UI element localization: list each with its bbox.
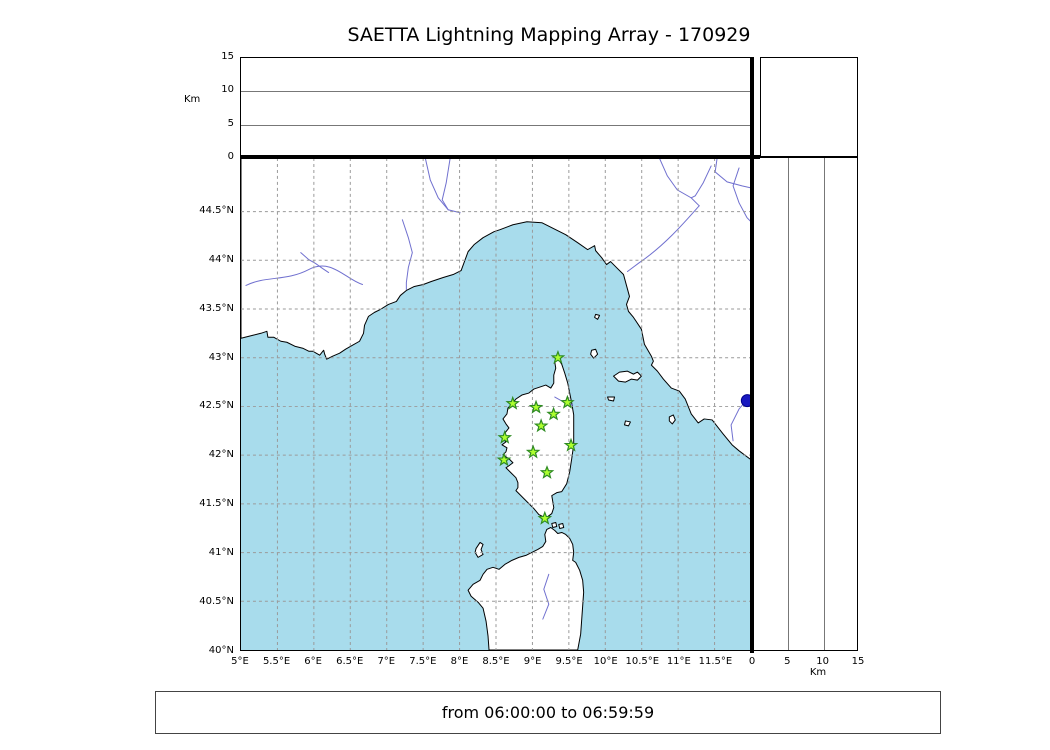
alt-gridline-right (788, 158, 790, 650)
river (424, 158, 461, 214)
lon-tick-label: 8°E (450, 656, 469, 667)
river (732, 167, 751, 223)
alt-gridline-top (241, 91, 751, 93)
altitude-longitude-panel (240, 57, 752, 157)
alt-tick-label-right: 5 (784, 656, 791, 667)
time-range-box: from 06:00:00 to 06:59:59 (155, 691, 941, 734)
detection-dot (740, 394, 751, 408)
station-marker (496, 452, 512, 467)
island-elba (613, 370, 642, 383)
alt-tick-label-top: 15 (221, 51, 234, 62)
lat-tick-label: 41.5°N (199, 498, 234, 510)
river (300, 252, 330, 274)
lat-tick-label: 40°N (208, 645, 234, 656)
divider-line-horizontal (240, 155, 760, 159)
altitude-axis-label-right: Km (809, 667, 827, 678)
island-asinara (474, 541, 484, 558)
lon-tick-label: 7.5°E (409, 656, 437, 667)
map-gridlines (241, 158, 751, 650)
time-range-text: from 06:00:00 to 06:59:59 (441, 703, 655, 722)
coastline-sardinia (467, 527, 585, 650)
lat-tick-label: 44°N (208, 253, 234, 265)
alt-tick-label-top: 0 (227, 151, 234, 162)
river (690, 165, 712, 199)
island-maddalena-2 (558, 523, 565, 529)
lon-tick-label: 7°E (377, 656, 396, 667)
alt-tick-label-top: 10 (221, 84, 234, 96)
lon-tick-label: 11°E (666, 656, 691, 667)
station-marker (497, 429, 513, 444)
island-capraia (590, 348, 599, 359)
lat-tick-label: 41°N (208, 547, 234, 559)
lon-tick-label: 5°E (231, 656, 249, 667)
lon-tick-label: 11.5°E (698, 656, 733, 667)
alt-tick-label-right: 15 (851, 656, 865, 667)
station-marker (537, 510, 553, 525)
station-marker (528, 399, 544, 414)
lon-tick-label: 6.5°E (336, 656, 364, 667)
station-marker (525, 444, 541, 459)
map-panel (240, 157, 752, 651)
alt-tick-label-right: 10 (816, 656, 830, 667)
lat-tick-label: 43.5°N (199, 302, 234, 314)
island-pianosa (607, 396, 616, 402)
alt-tick-label-right: 0 (748, 656, 756, 667)
river (245, 265, 364, 286)
lon-tick-label: 9°E (523, 656, 542, 667)
alt-gridline-top (241, 124, 751, 126)
station-marker (550, 349, 566, 365)
lon-tick-label: 6°E (304, 656, 322, 667)
lon-tick-label: 10°E (593, 656, 618, 667)
island-maddalena-1 (551, 522, 558, 528)
river (626, 205, 700, 273)
alt-tick-label-top: 5 (227, 117, 234, 129)
river (658, 158, 700, 207)
river (441, 158, 451, 211)
station-marker (563, 437, 579, 452)
chart-title: SAETTA Lightning Mapping Array - 170929 (347, 24, 751, 46)
coastline-continent (241, 158, 751, 461)
altitude-axis-label-top: Km (184, 94, 201, 105)
station-marker (505, 395, 521, 410)
river (542, 573, 550, 620)
station-marker (533, 418, 549, 433)
station-marker (560, 394, 575, 409)
lon-tick-label: 8.5°E (482, 656, 510, 667)
river (714, 158, 751, 189)
map-canvas (241, 158, 751, 650)
histogram-panel (760, 57, 858, 157)
altitude-latitude-panel (752, 157, 858, 651)
lon-tick-label: 5.5°E (262, 656, 291, 667)
lat-tick-label: 42.5°N (199, 400, 234, 412)
lat-tick-label: 43°N (208, 351, 234, 363)
divider-line-vertical (750, 57, 754, 653)
island-montecristo (623, 420, 631, 427)
station-marker (546, 406, 561, 421)
lon-tick-label: 9.5°E (555, 656, 583, 667)
lat-tick-label: 44.5°N (199, 204, 234, 216)
station-marker (539, 465, 555, 479)
island-giglio (668, 414, 676, 425)
island-gorgona (594, 313, 601, 320)
station-markers (496, 349, 579, 525)
detections (740, 394, 751, 408)
lon-tick-label: 10.5°E (625, 656, 660, 667)
lat-tick-label: 40.5°N (199, 596, 234, 608)
lat-tick-label: 42°N (208, 449, 234, 461)
alt-gridline-right (823, 158, 825, 650)
